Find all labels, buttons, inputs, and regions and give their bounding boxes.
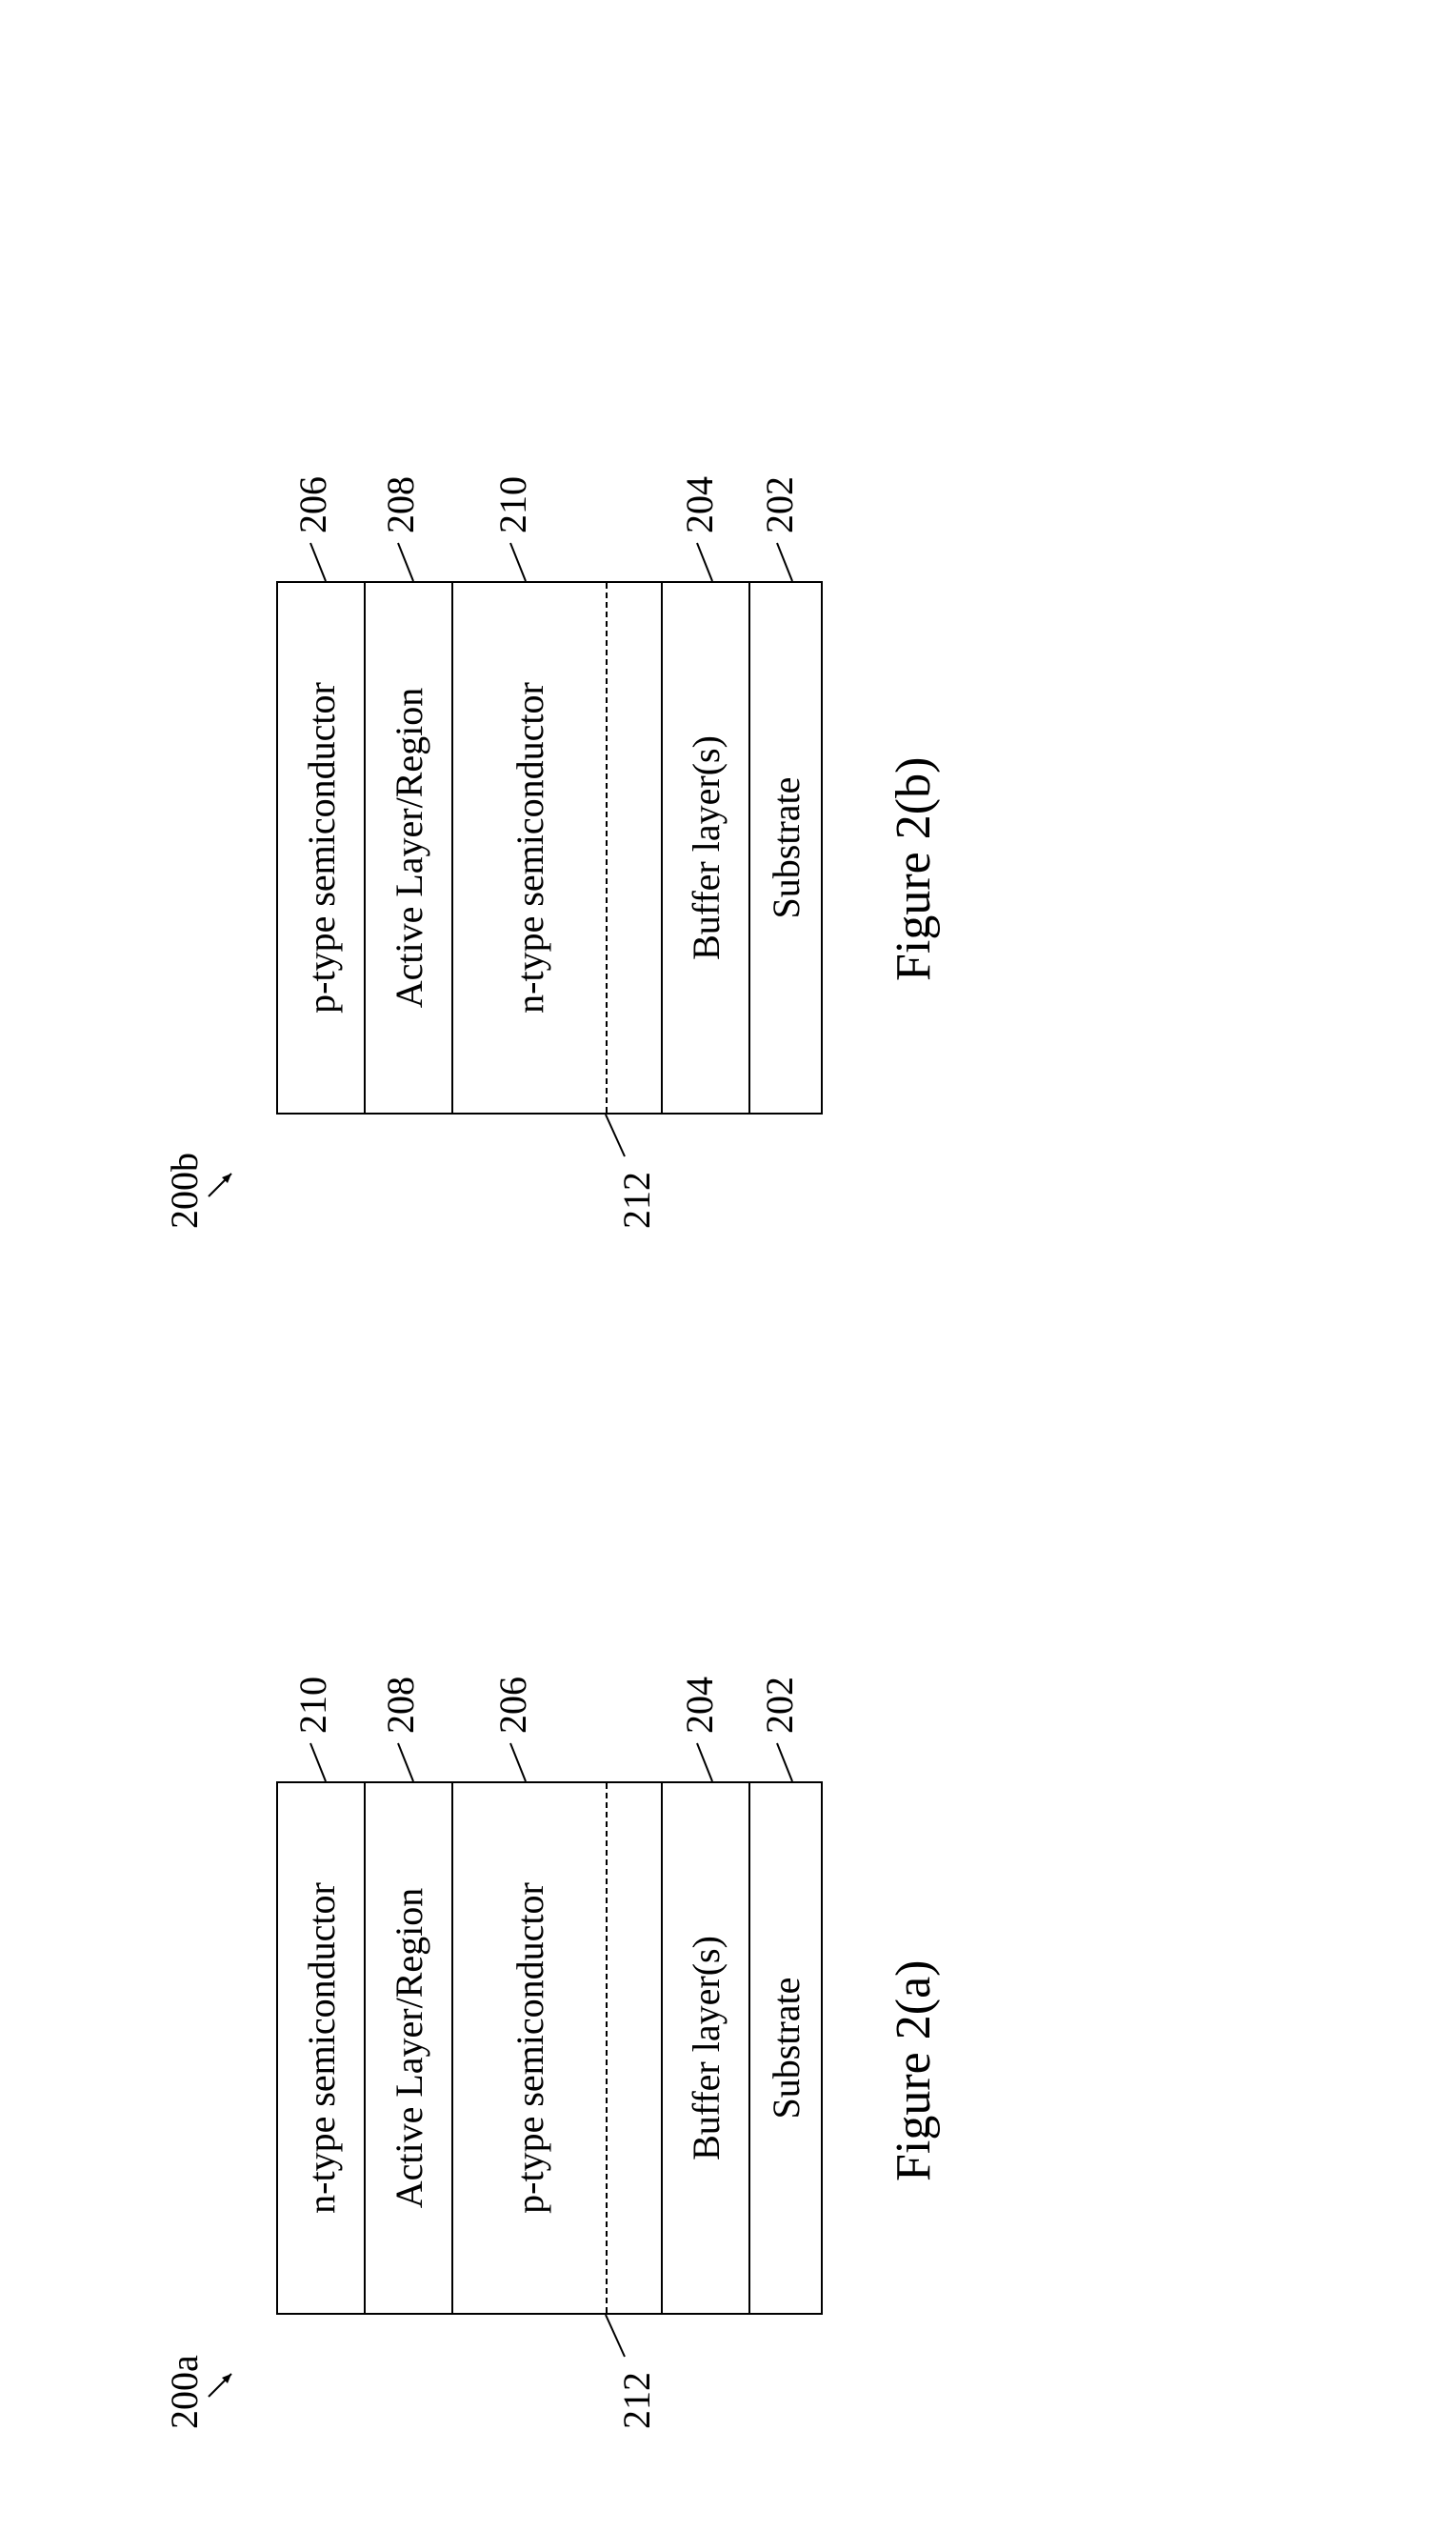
fig-b-layer-0: p-type semiconductor (278, 583, 366, 1113)
ref-a-4: 202 (757, 1677, 802, 1734)
lead-b-0 (305, 533, 333, 581)
fig-b-layer-4: Substrate (750, 583, 821, 1113)
ref-b-1: 208 (378, 476, 423, 533)
fig-a-id-arrow (205, 2366, 244, 2400)
lead-a-3 (691, 1734, 720, 1781)
fig-a-caption: Figure 2(a) (886, 1960, 942, 2181)
fig-a-layer-2: p-type semiconductor (453, 1783, 606, 2313)
fig-a-layer-3: Buffer layer(s) (663, 1783, 750, 2313)
ref-a-0: 210 (290, 1677, 335, 1734)
ref-b-4: 202 (757, 476, 802, 533)
fig-a-layer-1: Active Layer/Region (366, 1783, 453, 2313)
fig-b-layer-1: Active Layer/Region (366, 583, 453, 1113)
lead-a-dash (600, 2315, 628, 2362)
lead-b-1 (392, 533, 421, 581)
lead-a-4 (771, 1734, 800, 1781)
ref-a-2: 206 (490, 1677, 535, 1734)
fig-b-layer-3: Buffer layer(s) (663, 583, 750, 1113)
lead-b-4 (771, 533, 800, 581)
lead-a-0 (305, 1734, 333, 1781)
lead-b-2 (505, 533, 533, 581)
fig-b-rotated-group: 200b p-type semiconductor Active Layer/R… (162, 0, 1162, 1229)
fig-b-layer-2: n-type semiconductor (453, 583, 606, 1113)
fig-b-id-arrow (205, 1166, 244, 1200)
lead-b-dash (600, 1115, 628, 1162)
ref-b-2: 210 (490, 476, 535, 533)
fig-a-stack: n-type semiconductor Active Layer/Region… (276, 1781, 823, 2315)
fig-b-id: 200b (162, 1153, 207, 1229)
lead-b-3 (691, 533, 720, 581)
ref-a-dash: 212 (614, 2372, 659, 2429)
lead-a-2 (505, 1734, 533, 1781)
ref-b-dash: 212 (614, 1172, 659, 1229)
fig-a-rotated-group: 200a n-type semiconductor Active Layer/R… (162, 1191, 1162, 2429)
fig-b-stack: p-type semiconductor Active Layer/Region… (276, 581, 823, 1115)
ref-b-0: 206 (290, 476, 335, 533)
page-root: 200a n-type semiconductor Active Layer/R… (0, 0, 1456, 2531)
ref-b-3: 204 (677, 476, 722, 533)
fig-a-layer-4: Substrate (750, 1783, 821, 2313)
fig-a-id: 200a (162, 2355, 207, 2429)
lead-a-1 (392, 1734, 421, 1781)
fig-b-caption: Figure 2(b) (886, 757, 942, 981)
ref-a-3: 204 (677, 1677, 722, 1734)
ref-a-1: 208 (378, 1677, 423, 1734)
fig-a-layer-0: n-type semiconductor (278, 1783, 366, 2313)
